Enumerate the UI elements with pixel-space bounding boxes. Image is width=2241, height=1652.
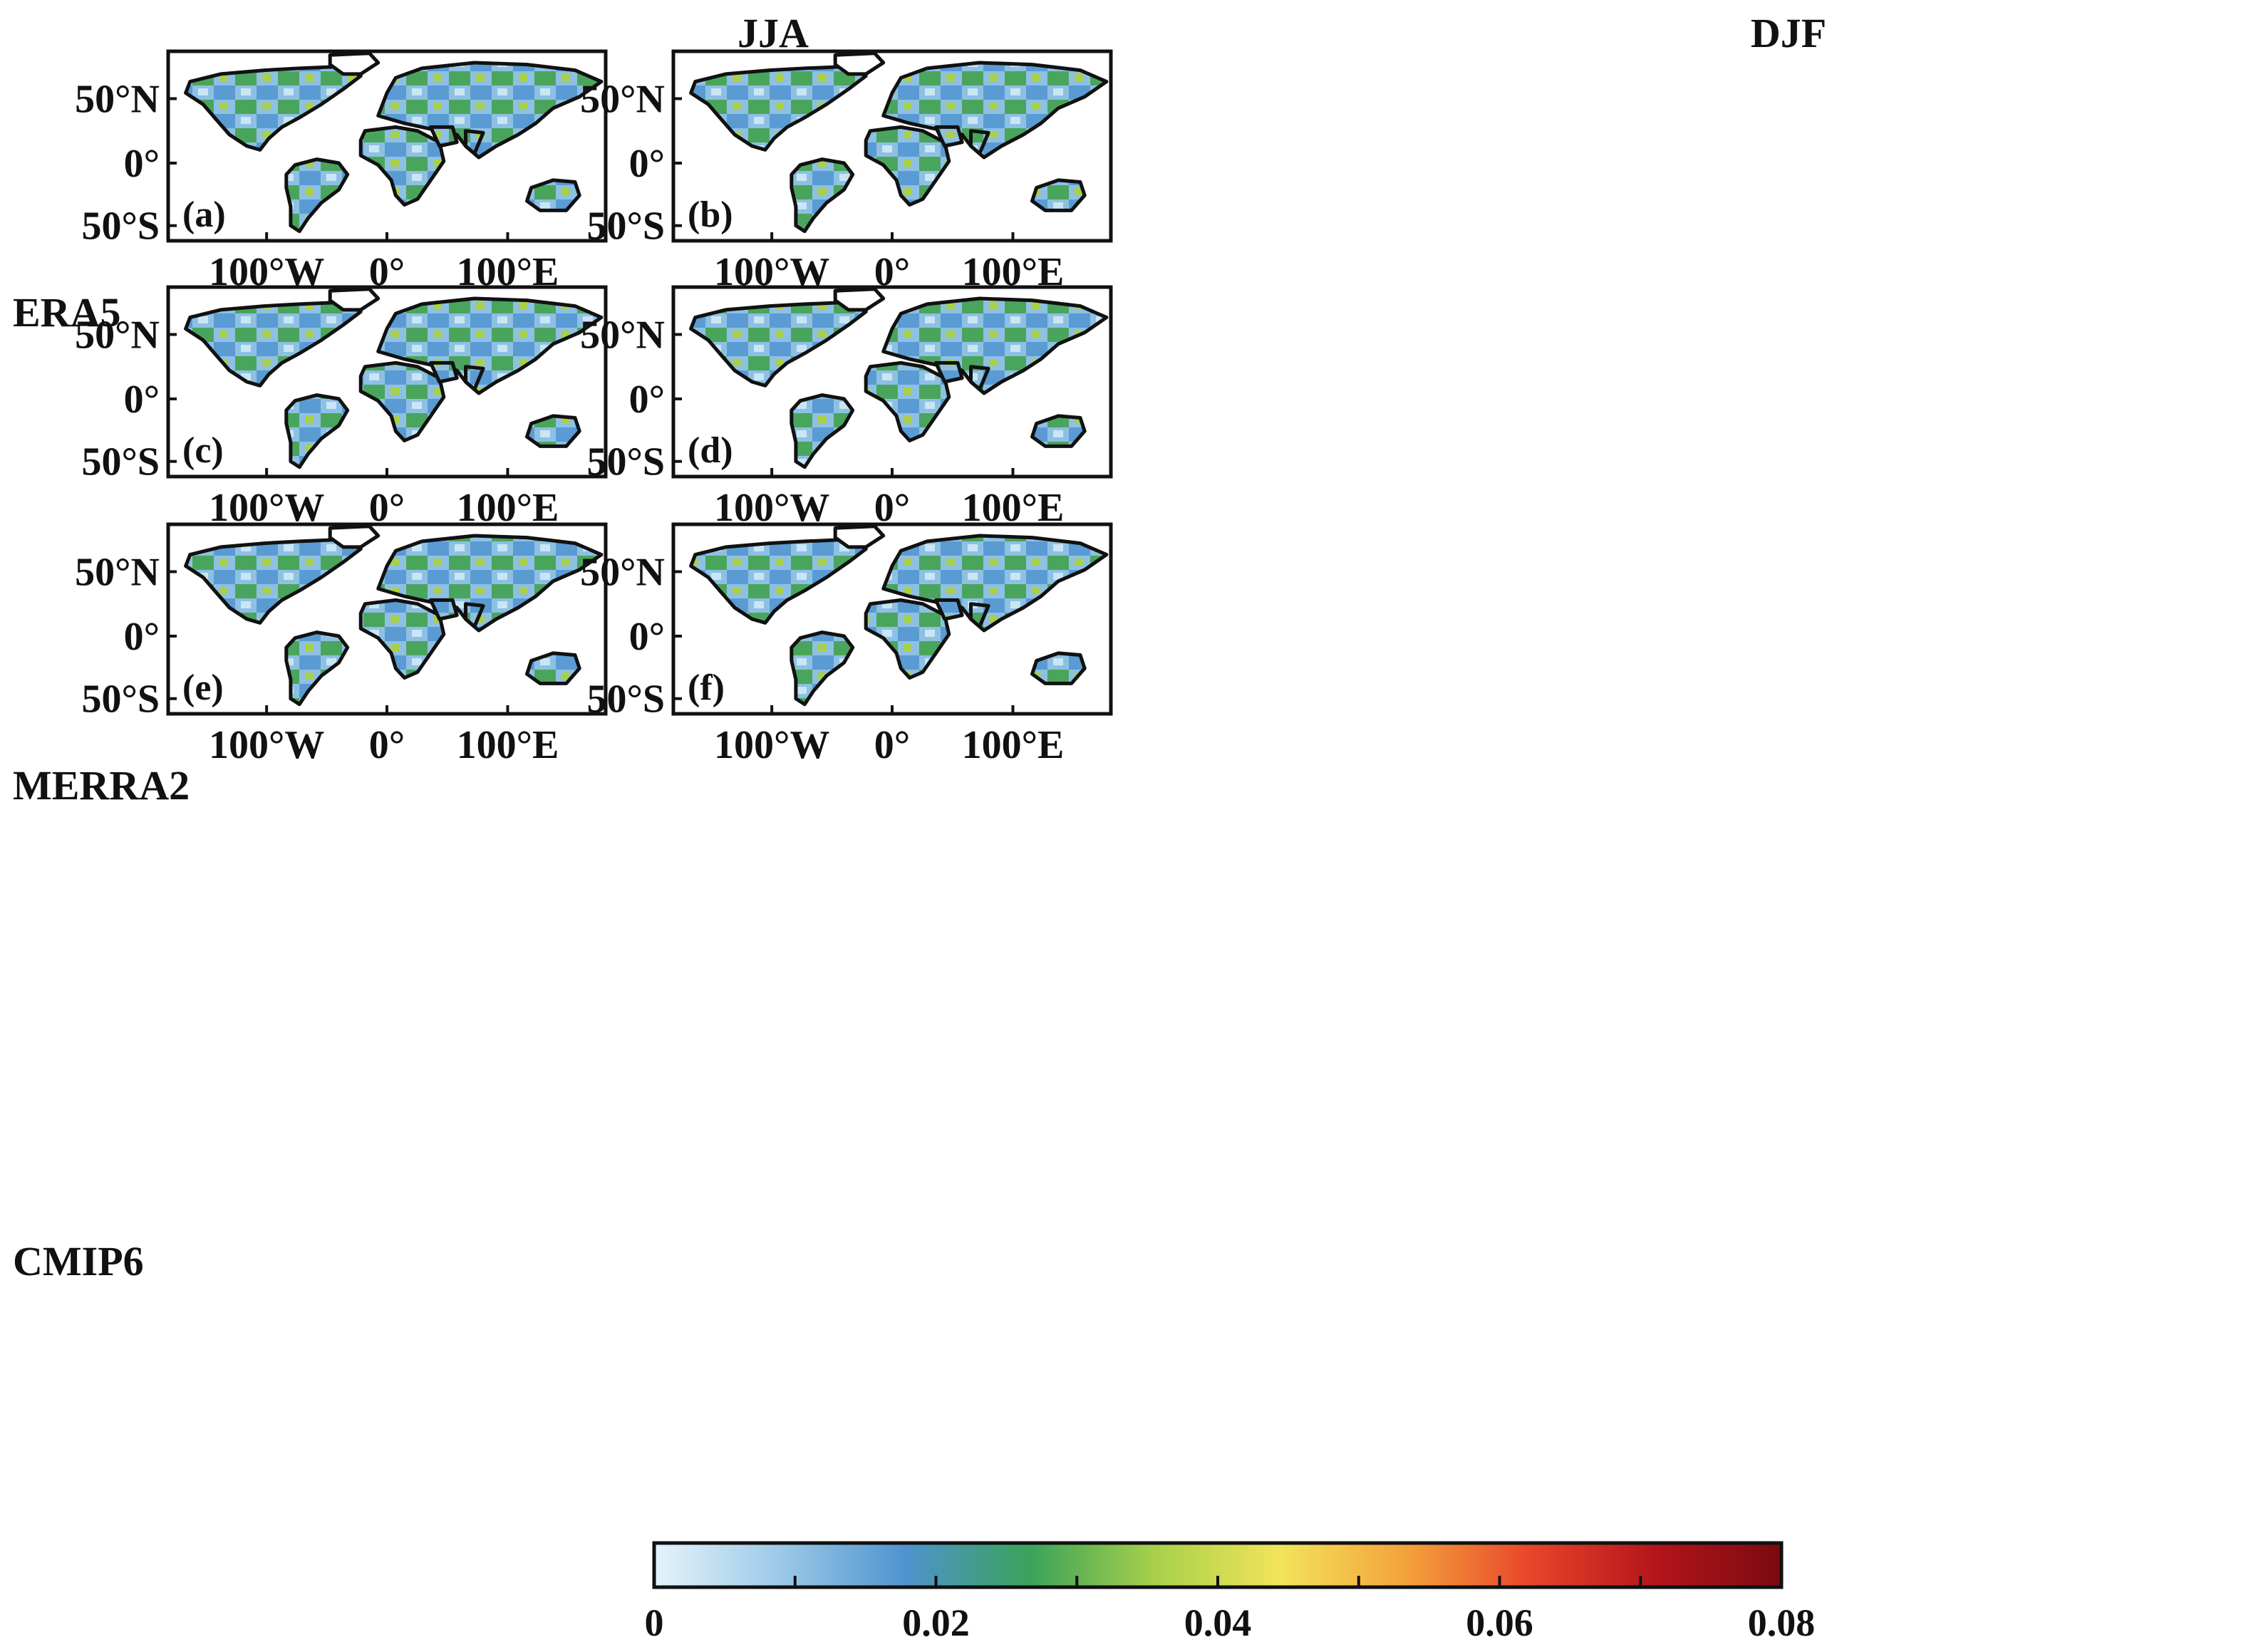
continent-africa xyxy=(358,598,446,680)
column-title-jja: JJA xyxy=(737,10,809,56)
continent-arabia xyxy=(428,360,459,384)
continent-africa xyxy=(864,125,951,207)
lon-tick-label: 0° xyxy=(369,723,405,767)
lat-tick-label: 50°S xyxy=(81,440,160,484)
row-title-cmip6: CMIP6 xyxy=(13,1238,144,1284)
map-panel-e: 50°N 0° 50°S 100°W 0° 100°E (e) xyxy=(75,522,608,767)
continent-australia xyxy=(1030,414,1087,448)
continent-namerica xyxy=(689,300,868,388)
continent-arabia xyxy=(933,598,964,621)
lat-tick-label: 50°N xyxy=(75,78,160,122)
panel-label: (f) xyxy=(688,667,725,708)
lat-tick-label: 0° xyxy=(124,615,160,659)
lat-tick-label: 50°S xyxy=(586,440,665,484)
continent-india xyxy=(464,602,485,629)
lat-tick-label: 0° xyxy=(124,378,160,422)
continent-africa xyxy=(358,125,446,207)
lat-tick-label: 50°S xyxy=(81,204,160,249)
continent-india xyxy=(464,129,485,156)
lat-tick-label: 50°N xyxy=(580,313,665,358)
colorbar-tick-label: 0.02 xyxy=(902,1601,970,1644)
panel-label: (b) xyxy=(688,194,733,235)
lon-tick-label: 100°E xyxy=(457,723,559,767)
continent-arabia xyxy=(933,125,964,148)
continent-greenland xyxy=(833,51,886,76)
column-title-djf: DJF xyxy=(1751,10,1826,56)
lat-tick-label: 50°N xyxy=(580,551,665,595)
continent-samerica xyxy=(790,393,855,469)
panel-label: (a) xyxy=(182,194,226,235)
continent-samerica xyxy=(284,157,350,234)
lat-tick-label: 50°S xyxy=(81,677,160,722)
row-title-merra2: MERRA2 xyxy=(13,762,190,809)
continent-india xyxy=(464,365,485,392)
continent-namerica xyxy=(689,537,868,625)
continent-africa xyxy=(864,598,951,680)
continent-australia xyxy=(525,178,581,212)
continent-india xyxy=(969,602,990,629)
continent-namerica xyxy=(184,64,363,152)
continent-samerica xyxy=(284,393,350,469)
lon-tick-label: 100°E xyxy=(962,723,1065,767)
colorbar-tick-label: 0 xyxy=(645,1601,664,1644)
lat-tick-label: 50°N xyxy=(75,313,160,358)
continent-africa xyxy=(358,360,446,442)
continent-namerica xyxy=(184,300,363,388)
colorbar-ticks: 0 0.02 0.04 0.06 0.08 xyxy=(645,1576,1816,1644)
map-panels: 50°N 0° 50°S 100°W 0° 100°E (a) 50°N 0° 50°S 100°W… xyxy=(75,49,1113,767)
colorbar-tick-label: 0.08 xyxy=(1748,1601,1816,1644)
colorbar-tick-label: 0.06 xyxy=(1466,1601,1533,1644)
continent-samerica xyxy=(790,630,855,707)
continent-australia xyxy=(525,414,581,448)
continent-namerica xyxy=(184,537,363,625)
continent-greenland xyxy=(833,287,886,312)
lat-tick-label: 50°N xyxy=(580,78,665,122)
row-title-era5: ERA5 xyxy=(13,289,120,336)
lat-tick-label: 50°S xyxy=(586,677,665,722)
continent-india xyxy=(969,129,990,156)
lat-tick-label: 50°N xyxy=(75,551,160,595)
lon-tick-label: 0° xyxy=(874,723,910,767)
lat-tick-label: 50°S xyxy=(586,204,665,249)
continent-india xyxy=(969,365,990,392)
continent-arabia xyxy=(933,360,964,384)
map-panel-f: 50°N 0° 50°S 100°W 0° 100°E (f) xyxy=(580,522,1113,767)
continent-namerica xyxy=(689,64,868,152)
panel-label: (c) xyxy=(182,430,224,471)
colorbar: 0 0.02 0.04 0.06 0.08 xyxy=(645,1541,1816,1644)
continent-greenland xyxy=(328,51,381,76)
lon-tick-label: 100°W xyxy=(714,723,829,767)
lat-tick-label: 0° xyxy=(629,615,665,659)
colorbar-tick-label: 0.04 xyxy=(1184,1601,1252,1644)
lat-tick-label: 0° xyxy=(629,378,665,422)
continent-greenland xyxy=(328,524,381,549)
continent-samerica xyxy=(284,630,350,707)
continent-australia xyxy=(1030,178,1087,212)
continent-arabia xyxy=(428,598,459,621)
panel-label: (e) xyxy=(182,667,224,708)
panel-label: (d) xyxy=(688,430,733,471)
continent-africa xyxy=(864,360,951,442)
continent-samerica xyxy=(790,157,855,234)
continent-greenland xyxy=(833,524,886,549)
continent-arabia xyxy=(428,125,459,148)
lat-tick-label: 0° xyxy=(629,142,665,186)
lat-tick-label: 0° xyxy=(124,142,160,186)
continent-greenland xyxy=(328,287,381,312)
continent-australia xyxy=(1030,651,1087,685)
lon-tick-label: 100°W xyxy=(209,723,324,767)
continent-australia xyxy=(525,651,581,685)
